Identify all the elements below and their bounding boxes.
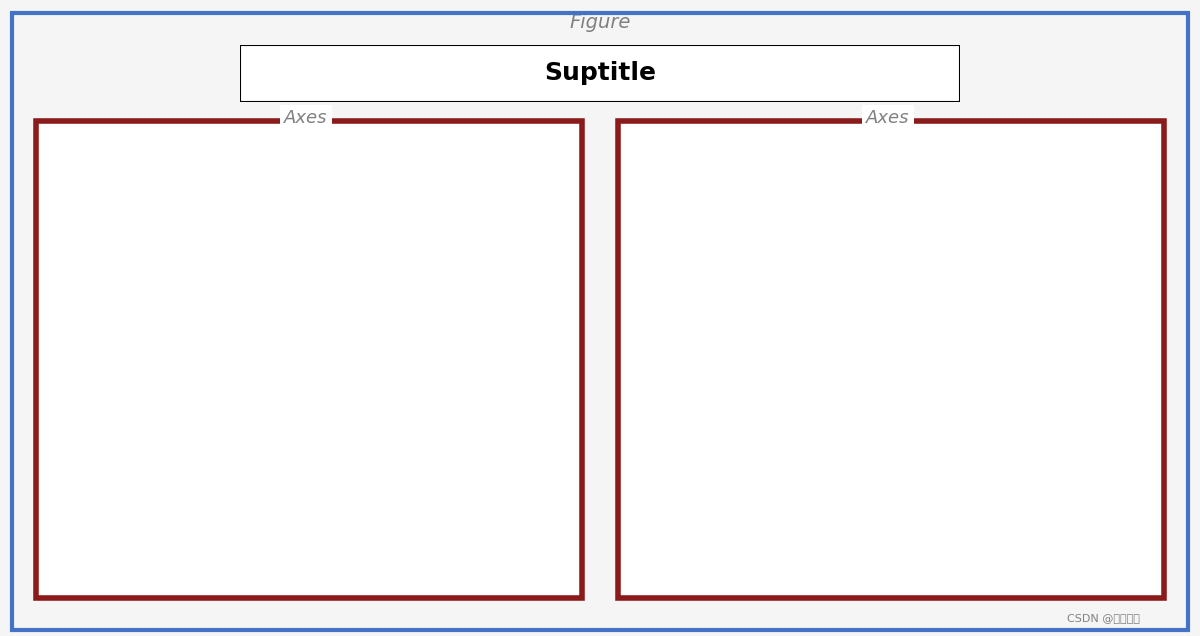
Bar [961, 304, 1022, 522]
Text: ylabel: ylabel [643, 359, 659, 404]
Text: Title: Title [883, 147, 917, 162]
Text: Legend: Legend [391, 192, 438, 205]
Text: Axes: Axes [284, 109, 328, 127]
Text: xlabel: xlabel [301, 563, 347, 578]
Text: Axis: Axis [658, 326, 672, 355]
Text: Major tick: Major tick [378, 558, 440, 572]
Text: Plot: Plot [313, 217, 342, 232]
Text: Axis: Axis [313, 580, 342, 594]
Text: Suptitle: Suptitle [544, 61, 656, 85]
Text: CSDN @知识大胖: CSDN @知识大胖 [1067, 613, 1140, 623]
Text: Axis: Axis [76, 326, 90, 355]
Text: Axes: Axes [866, 109, 910, 127]
Text: Figure: Figure [569, 13, 631, 32]
Bar [818, 195, 878, 522]
Text: Minor tick: Minor tick [215, 558, 277, 572]
Text: ylabel: ylabel [61, 359, 77, 404]
Text: Axis: Axis [895, 580, 924, 594]
Text: Title: Title [295, 147, 329, 162]
Text: xlabel: xlabel [889, 563, 935, 578]
FancyBboxPatch shape [380, 181, 535, 253]
